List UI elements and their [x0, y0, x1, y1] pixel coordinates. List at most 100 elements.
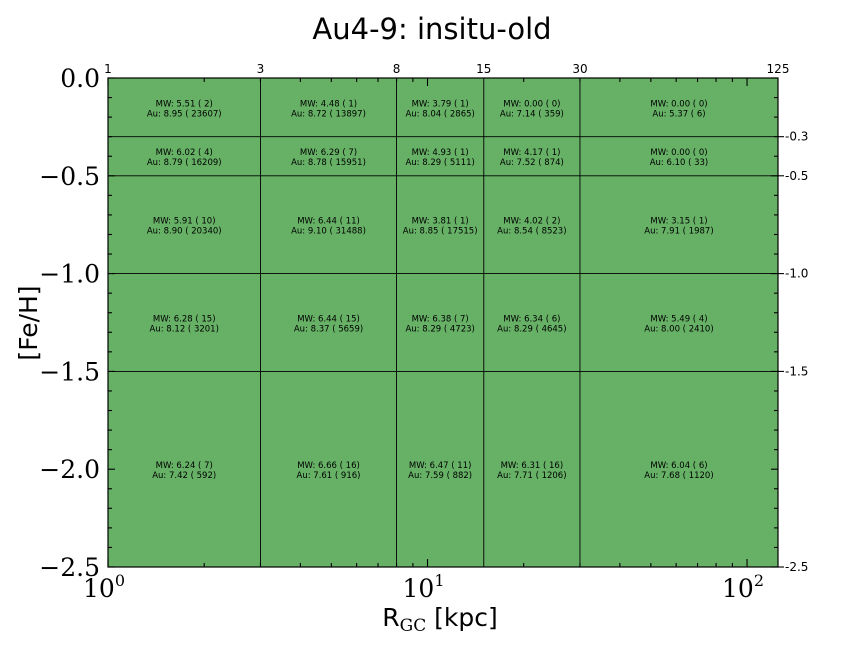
top-tick-label: 125: [767, 62, 790, 76]
cell-au-label: Au: 6.10 ( 33): [650, 158, 709, 168]
top-tick-label: 15: [476, 62, 491, 76]
cell-mw-label: MW: 5.49 ( 4): [650, 315, 707, 325]
left-tick-label: −0.5: [39, 162, 100, 191]
tick-label-exponent: 0: [115, 571, 125, 590]
top-tick-label: 8: [393, 62, 401, 76]
top-tick-label: 1: [104, 62, 112, 76]
heatmap-cell: [579, 136, 778, 176]
right-tick-label: -1.0: [785, 267, 808, 281]
cell-mw-label: MW: 6.44 ( 15): [297, 315, 360, 325]
cell-au-label: Au: 8.29 ( 5111): [405, 158, 474, 168]
cell-au-label: Au: 8.00 ( 2410): [644, 325, 713, 335]
tick-label-exponent: 1: [434, 571, 444, 590]
cell-mw-label: MW: 6.47 ( 11): [409, 461, 472, 471]
cell-mw-label: MW: 5.91 ( 10): [153, 217, 216, 227]
right-tick-label: -2.5: [785, 560, 808, 574]
left-tick-label: −1.0: [39, 260, 100, 289]
cell-au-label: Au: 8.72 ( 13897): [291, 109, 366, 119]
cell-mw-label: MW: 0.00 ( 0): [503, 99, 560, 109]
heatmap-cell: [108, 78, 261, 137]
heatmap-cell: [396, 136, 484, 176]
cell-au-label: Au: 9.10 ( 31488): [291, 227, 366, 237]
heatmap-cell: [483, 136, 580, 176]
bottom-tick-label: 102: [722, 571, 764, 603]
cell-mw-label: MW: 6.04 ( 6): [650, 461, 707, 471]
heatmap-cell: [579, 175, 778, 274]
heatmap-cell: [260, 273, 397, 372]
tick-label-base: 10: [403, 574, 435, 603]
cell-au-label: Au: 7.52 ( 874): [500, 158, 564, 168]
cell-mw-label: MW: 4.48 ( 1): [300, 99, 357, 109]
left-tick-label: 0.0: [60, 64, 100, 93]
heatmap-cell: [396, 175, 484, 274]
tick-label-exponent: 2: [754, 571, 764, 590]
cell-mw-label: MW: 3.79 ( 1): [412, 99, 469, 109]
cell-mw-label: MW: 6.29 ( 7): [300, 148, 357, 158]
heatmap-cell: [260, 78, 397, 137]
cell-mw-label: MW: 3.81 ( 1): [412, 217, 469, 227]
cell-au-label: Au: 8.78 ( 15951): [291, 158, 366, 168]
cell-mw-label: MW: 6.38 ( 7): [412, 315, 469, 325]
cells-layer: MW: 5.51 ( 2)Au: 8.95 ( 23607) MW: 4.48 (…: [108, 78, 778, 567]
heatmap-cell: [260, 136, 397, 176]
heatmap-cell: [483, 273, 580, 372]
cell-au-label: Au: 8.37 ( 5659): [294, 325, 363, 335]
top-tick-label: 30: [572, 62, 587, 76]
tick-label-base: 10: [83, 574, 115, 603]
cell-au-label: Au: 7.14 ( 359): [500, 109, 564, 119]
cell-au-label: Au: 8.90 ( 20340): [147, 227, 222, 237]
heatmap-cell: [260, 175, 397, 274]
cell-au-label: Au: 8.54 ( 8523): [497, 227, 566, 237]
heatmap-cell: [108, 136, 261, 176]
heatmap-cell: [483, 78, 580, 137]
cell-mw-label: MW: 0.00 ( 0): [650, 99, 707, 109]
cell-mw-label: MW: 4.17 ( 1): [503, 148, 560, 158]
cell-au-label: Au: 8.79 ( 16209): [147, 158, 222, 168]
heatmap-cell: [108, 175, 261, 274]
cell-au-label: Au: 7.71 ( 1206): [497, 471, 566, 481]
cell-mw-label: MW: 4.02 ( 2): [503, 217, 560, 227]
heatmap-cell: [579, 371, 778, 567]
heatmap-cell: [396, 78, 484, 137]
tick-label-base: 10: [722, 574, 754, 603]
heatmap-cell: [579, 78, 778, 137]
axis-ticks: [107, 77, 784, 568]
cell-au-label: Au: 8.95 ( 23607): [147, 109, 222, 119]
cell-au-label: Au: 8.29 ( 4645): [497, 325, 566, 335]
right-tick-label: -1.5: [785, 364, 808, 378]
cell-au-label: Au: 7.91 ( 1987): [644, 227, 713, 237]
right-tick-label: -0.3: [785, 130, 808, 144]
cell-au-label: Au: 7.42 ( 592): [152, 471, 216, 481]
heatmap-cell: [108, 371, 261, 567]
cell-mw-label: MW: 4.93 ( 1): [412, 148, 469, 158]
x-axis-label-unit: [kpc]: [426, 603, 498, 632]
y-axis-label: [Fe/H]: [14, 285, 43, 360]
top-tick-label: 3: [257, 62, 265, 76]
cell-mw-label: MW: 6.02 ( 4): [156, 148, 213, 158]
left-tick-label: −1.5: [39, 357, 100, 386]
x-axis-label: RGC [kpc]: [382, 603, 498, 636]
cell-au-label: Au: 7.68 ( 1120): [644, 471, 713, 481]
left-tick-label: −2.0: [39, 455, 100, 484]
heatmap-cell: [483, 175, 580, 274]
grid-lines: [108, 78, 778, 567]
cell-mw-label: MW: 0.00 ( 0): [650, 148, 707, 158]
cell-mw-label: MW: 5.51 ( 2): [156, 99, 213, 109]
heatmap-cell: [579, 273, 778, 372]
cell-mw-label: MW: 6.28 ( 15): [153, 315, 216, 325]
plot-frame: [107, 77, 779, 568]
cell-au-label: Au: 7.59 ( 882): [408, 471, 472, 481]
x-axis-label-subscript: GC: [400, 616, 427, 636]
cell-au-label: Au: 8.29 ( 4723): [405, 325, 474, 335]
bottom-tick-label: 101: [403, 571, 445, 603]
bottom-tick-label: 100: [83, 571, 125, 603]
cell-mw-label: MW: 6.24 ( 7): [156, 461, 213, 471]
x-axis-label-main: R: [382, 603, 399, 632]
heatmap-cell: [396, 371, 484, 567]
cell-mw-label: MW: 6.44 ( 11): [297, 217, 360, 227]
cell-mw-label: MW: 3.15 ( 1): [650, 217, 707, 227]
cell-au-label: Au: 7.61 ( 916): [297, 471, 361, 481]
cell-mw-label: MW: 6.66 ( 16): [297, 461, 360, 471]
